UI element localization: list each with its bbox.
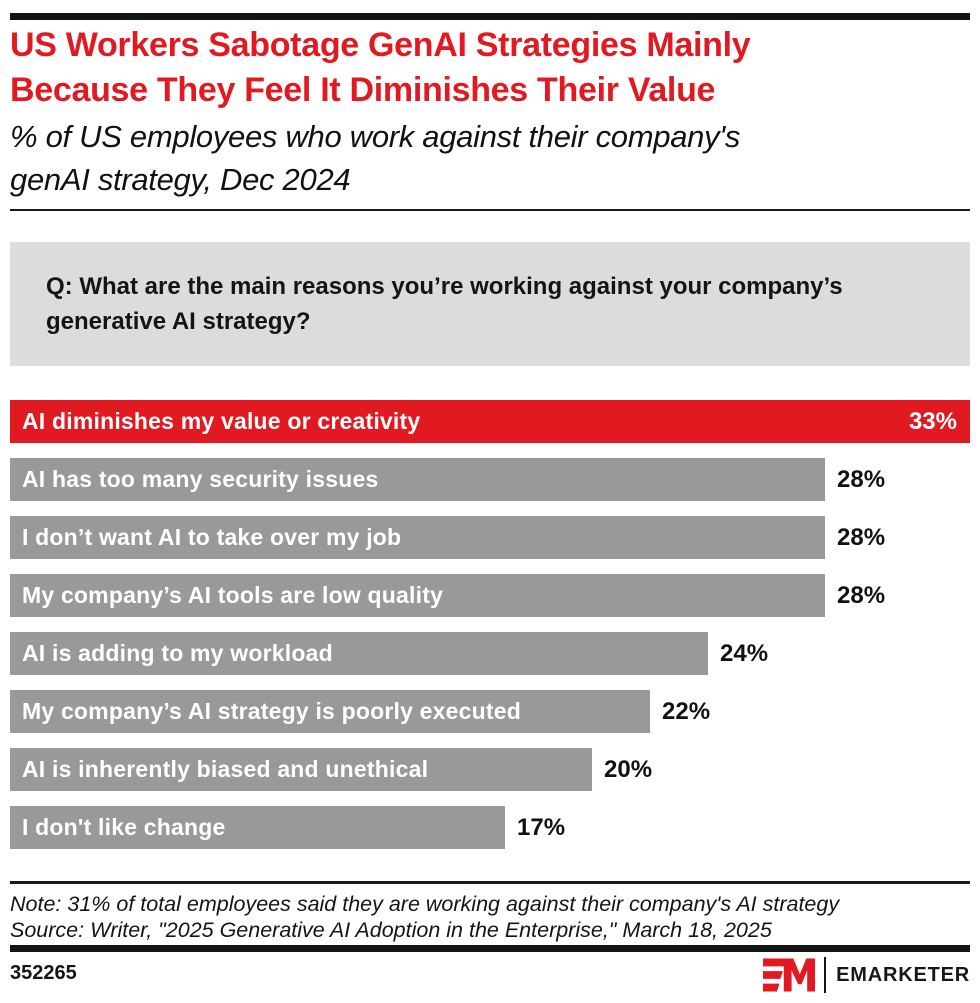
bar-value-label: 28% [837, 465, 886, 493]
bar-5: AI is adding to my workload [10, 632, 708, 675]
bar-row-5: AI is adding to my workload 24% [10, 632, 970, 675]
bar-4: My company’s AI tools are low quality [10, 574, 825, 617]
bar-8: I don't like change [10, 806, 505, 849]
bar-value-label: 33% [908, 407, 957, 435]
survey-question-line-2: generative AI strategy? [46, 308, 311, 335]
bar-row-4: My company’s AI tools are low quality 28% [10, 574, 970, 617]
logo-divider [824, 957, 827, 993]
bar-category-label: AI is adding to my workload [22, 640, 333, 666]
emarketer-em-icon [763, 958, 816, 992]
chart-id: 352265 [10, 962, 77, 984]
survey-question-line-1: Q: What are the main reasons you’re work… [46, 273, 843, 300]
bar-3: I don’t want AI to take over my job [10, 516, 825, 559]
bar-value-label: 28% [837, 581, 886, 609]
chart-subtitle-line-2: genAI strategy, Dec 2024 [10, 162, 351, 197]
bar-category-label: AI is inherently biased and unethical [22, 756, 429, 782]
bar-row-1: AI diminishes my value or creativity 33% [10, 400, 970, 443]
bar-value-label: 28% [837, 523, 886, 551]
bar-category-label: AI has too many security issues [22, 466, 379, 492]
bar-category-label: AI diminishes my value or creativity [22, 408, 421, 434]
bar-1: AI diminishes my value or creativity 33% [10, 400, 970, 443]
top-accent-bar [10, 13, 970, 20]
bar-6: My company’s AI strategy is poorly execu… [10, 690, 650, 733]
chart-subtitle: % of US employees who work against their… [10, 115, 970, 201]
source-text: Source: Writer, "2025 Generative AI Adop… [10, 918, 772, 942]
bar-value-label: 22% [662, 697, 711, 725]
note-text: Note: 31% of total employees said they a… [10, 892, 840, 916]
bar-row-2: AI has too many security issues 28% [10, 458, 970, 501]
bar-row-6: My company’s AI strategy is poorly execu… [10, 690, 970, 733]
bar-row-8: I don't like change 17% [10, 806, 970, 849]
chart-title-line-1: US Workers Sabotage GenAI Strategies Mai… [10, 26, 751, 64]
bar-7: AI is inherently biased and unethical [10, 748, 592, 791]
bar-category-label: My company’s AI strategy is poorly execu… [22, 698, 522, 724]
chart-title-line-2: Because They Feel It Diminishes Their Va… [10, 71, 716, 109]
survey-question-box: Q: What are the main reasons you’re work… [10, 242, 970, 366]
bar-2: AI has too many security issues [10, 458, 825, 501]
bar-category-label: I don't like change [22, 814, 226, 840]
bar-row-3: I don’t want AI to take over my job 28% [10, 516, 970, 559]
chart-title: US Workers Sabotage GenAI Strategies Mai… [10, 23, 970, 113]
chart-subtitle-line-1: % of US employees who work against their… [10, 119, 741, 154]
bar-value-label: 24% [720, 639, 769, 667]
bar-row-7: AI is inherently biased and unethical 20% [10, 748, 970, 791]
bar-category-label: I don’t want AI to take over my job [22, 524, 402, 550]
bar-category-label: My company’s AI tools are low quality [22, 582, 444, 608]
bottom-accent-bar [10, 945, 970, 952]
footer-divider-rule [10, 881, 970, 884]
emarketer-logo: EMARKETER [763, 956, 970, 994]
bar-chart: AI diminishes my value or creativity 33% A… [10, 400, 970, 864]
header-divider-rule [10, 209, 970, 211]
bar-value-label: 17% [517, 813, 566, 841]
brand-wordmark: EMARKETER [836, 963, 970, 986]
bar-value-label: 20% [604, 755, 653, 783]
